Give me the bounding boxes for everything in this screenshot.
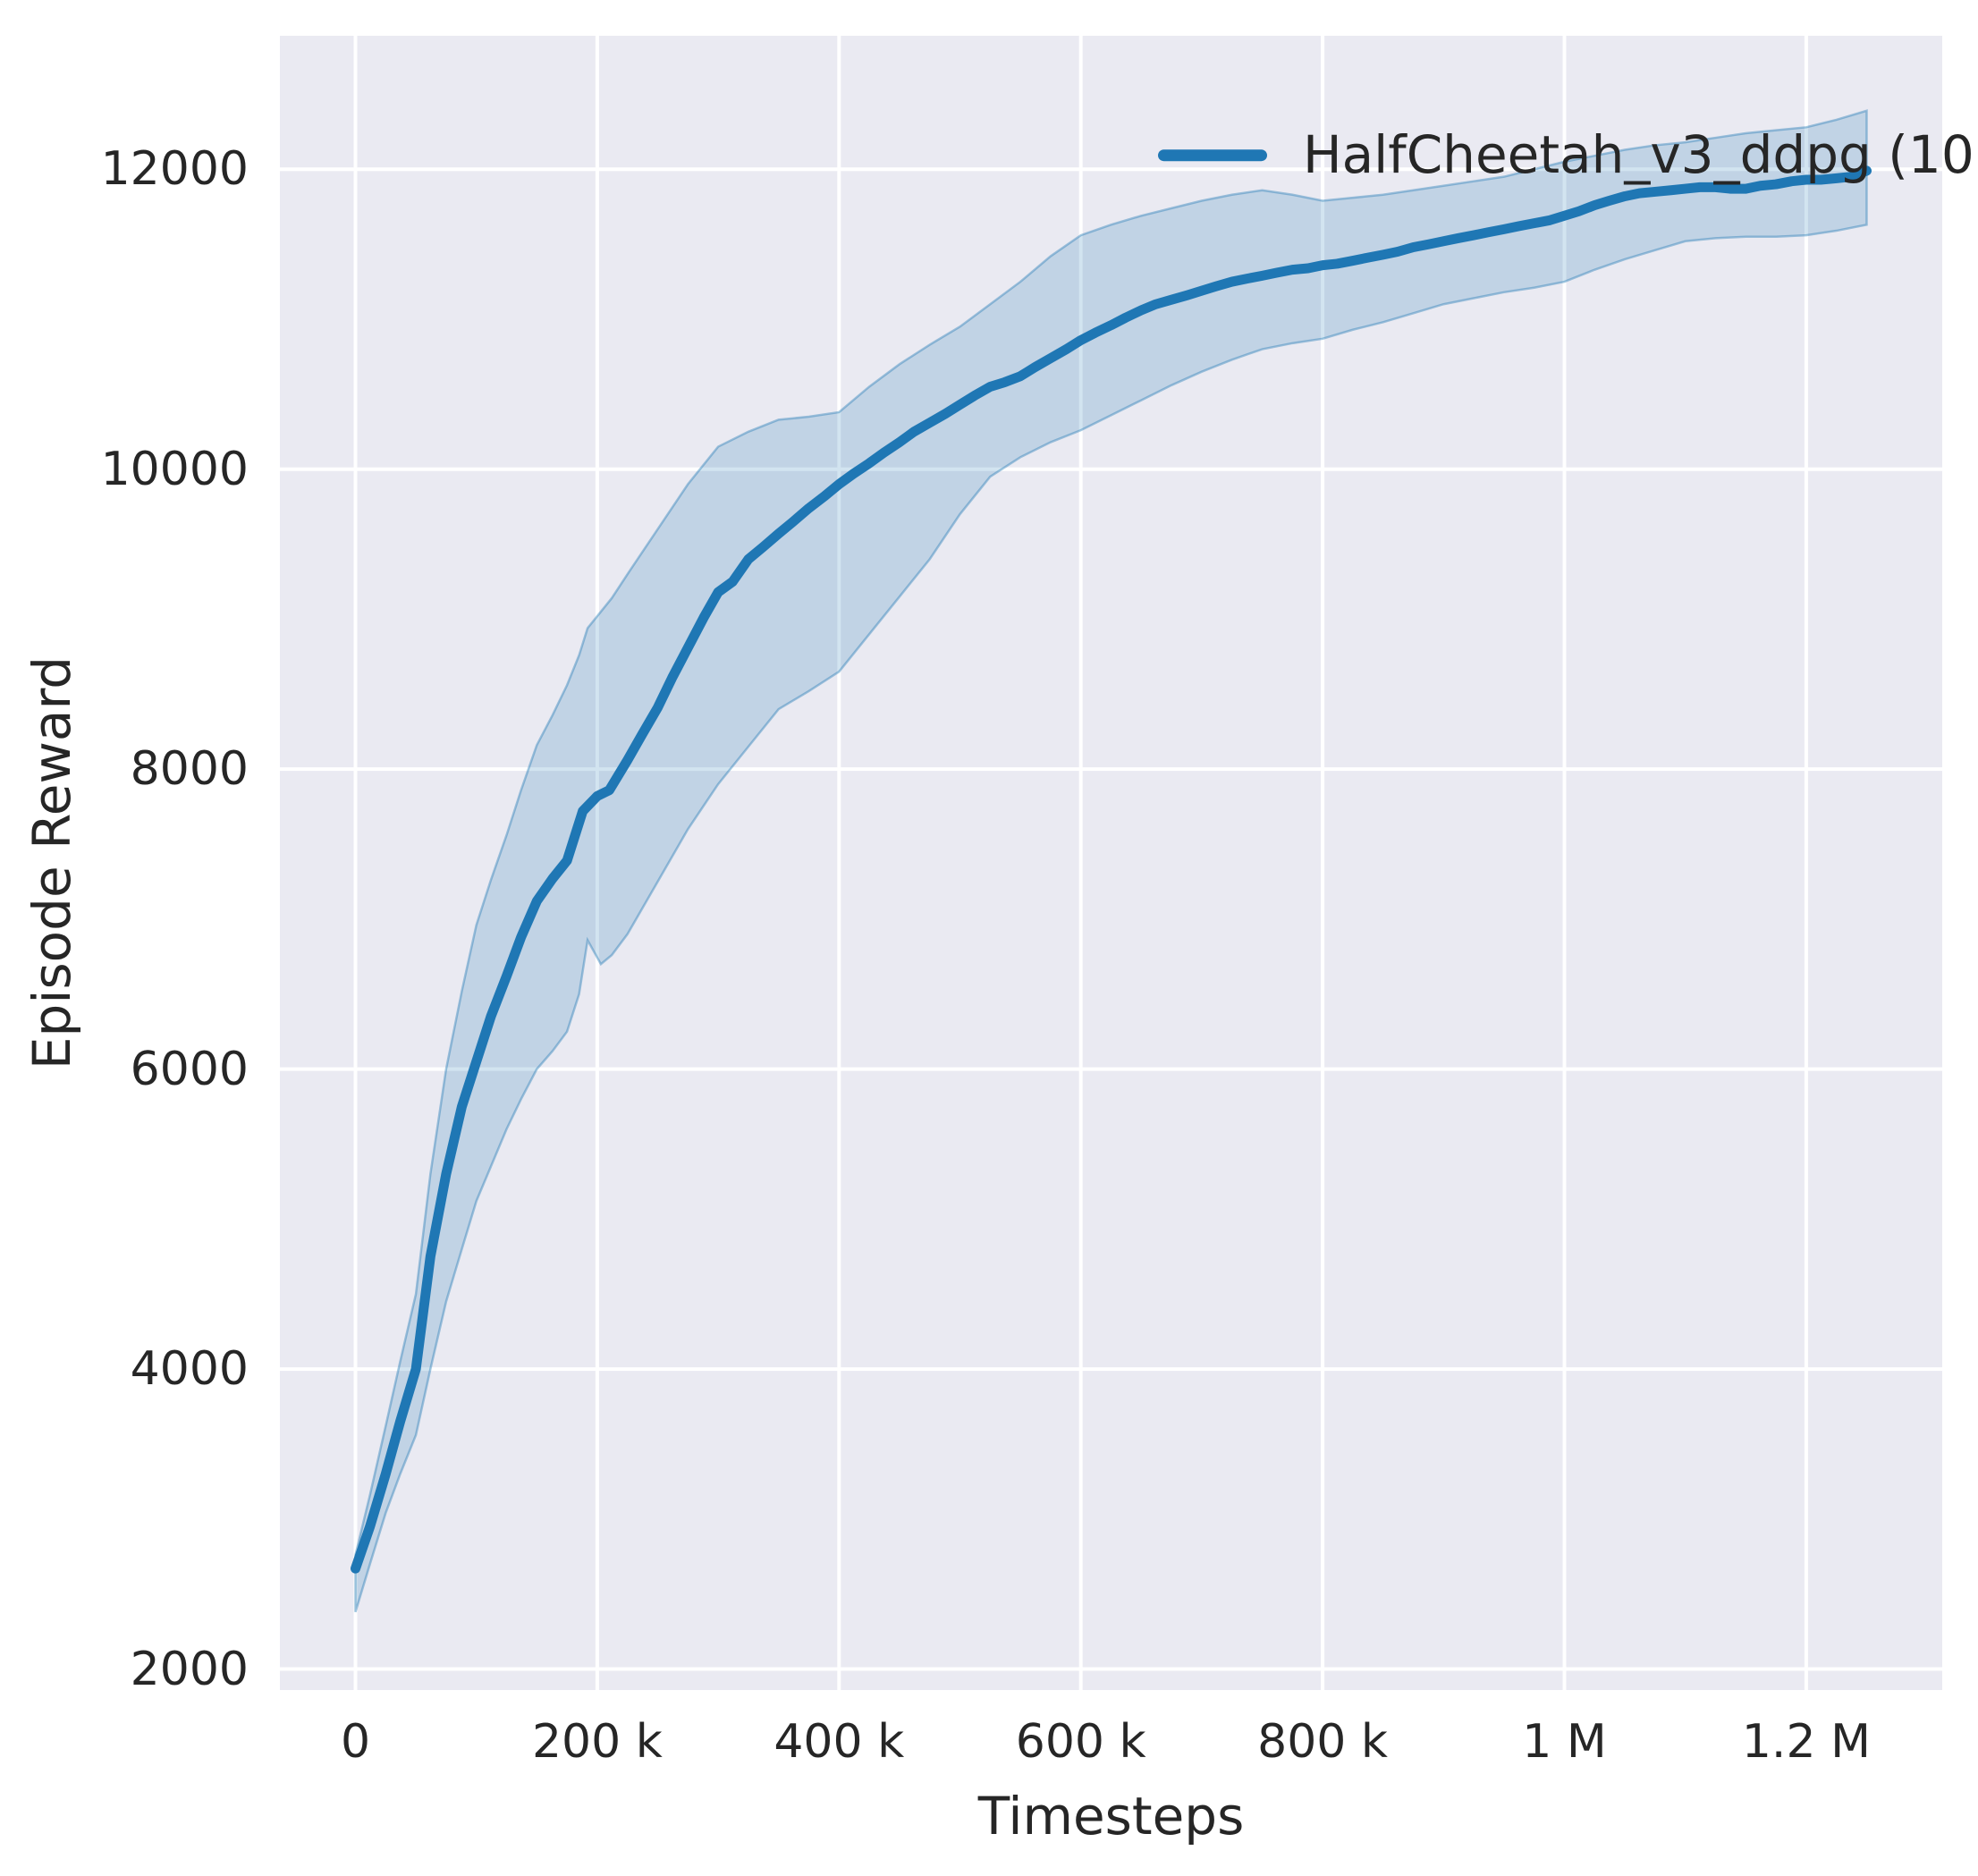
y-tick-label: 10000 [100,442,249,496]
mean-line [351,165,1872,1574]
x-axis-title: Timesteps [977,1786,1245,1846]
legend-label: HalfCheetah_v3_ddpg (10) [1303,124,1978,186]
y-tick-label: 12000 [100,142,249,197]
y-axis-title: Episode Reward [21,655,82,1070]
y-tick-label: 6000 [130,1042,249,1096]
legend-line-swatch [1158,149,1267,162]
y-tick-label: 2000 [130,1642,249,1696]
legend: HalfCheetah_v3_ddpg (10) [1158,124,1978,187]
x-tick-label: 1.2 M [1741,1715,1871,1769]
x-tick-label: 200 k [531,1715,663,1769]
x-tick-label: 600 k [1015,1715,1146,1769]
x-tick-label: 400 k [773,1715,905,1769]
plot-background [280,36,1942,1690]
y-tick-label: 4000 [130,1342,249,1397]
x-tick-label: 1 M [1522,1715,1607,1769]
y-tick-label: 8000 [130,742,249,797]
x-tick-label: 0 [340,1715,371,1769]
x-tick-label: 800 k [1257,1715,1389,1769]
confidence-band [354,109,1868,1613]
